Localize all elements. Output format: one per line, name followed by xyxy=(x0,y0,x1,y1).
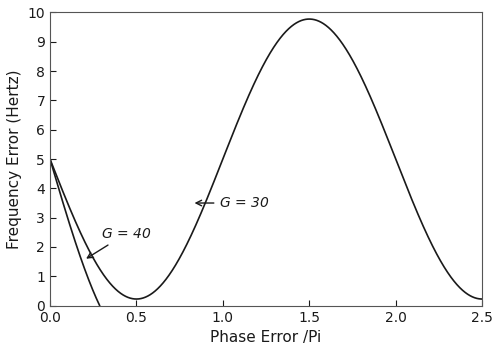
Text: $G$ = 40: $G$ = 40 xyxy=(88,227,151,258)
X-axis label: Phase Error /Pi: Phase Error /Pi xyxy=(210,330,322,345)
Text: $G$ = 30: $G$ = 30 xyxy=(196,196,270,210)
Y-axis label: Frequency Error (Hertz): Frequency Error (Hertz) xyxy=(7,69,22,249)
